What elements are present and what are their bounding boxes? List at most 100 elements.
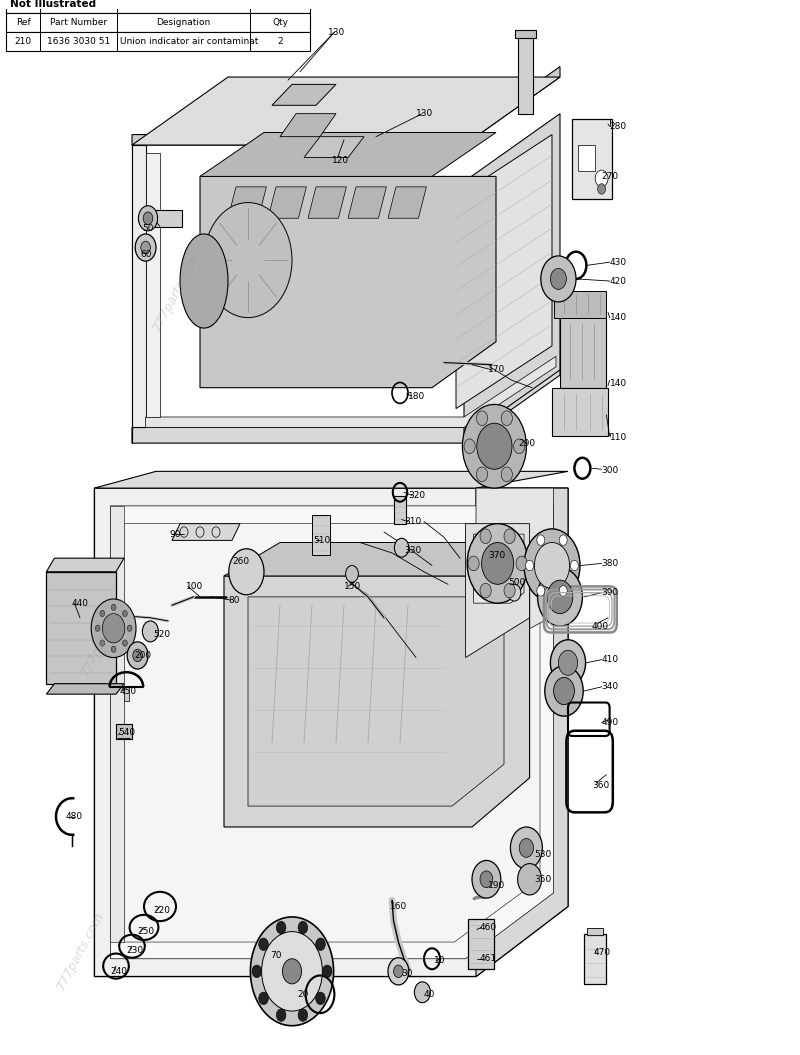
Bar xyxy=(587,928,603,935)
Bar xyxy=(6,0,310,14)
Polygon shape xyxy=(94,488,568,977)
Bar xyxy=(312,515,330,555)
Text: 420: 420 xyxy=(610,276,626,286)
Text: 160: 160 xyxy=(390,902,408,910)
Text: 280: 280 xyxy=(610,121,626,131)
Polygon shape xyxy=(132,145,146,443)
Circle shape xyxy=(467,523,528,603)
Polygon shape xyxy=(466,523,530,657)
Text: 430: 430 xyxy=(610,257,626,267)
Circle shape xyxy=(534,542,570,589)
Bar xyxy=(480,553,512,579)
Circle shape xyxy=(477,410,488,425)
Circle shape xyxy=(545,666,583,716)
Circle shape xyxy=(537,535,545,545)
Circle shape xyxy=(298,1009,308,1021)
Text: 470: 470 xyxy=(594,948,610,957)
Polygon shape xyxy=(148,210,182,227)
Ellipse shape xyxy=(180,234,228,328)
Text: 140: 140 xyxy=(610,313,626,322)
Polygon shape xyxy=(46,572,116,684)
Circle shape xyxy=(262,932,322,1011)
Text: 230: 230 xyxy=(126,946,143,955)
Polygon shape xyxy=(146,357,556,427)
Circle shape xyxy=(95,626,100,631)
Circle shape xyxy=(258,938,268,951)
Polygon shape xyxy=(132,77,560,145)
Circle shape xyxy=(138,206,158,231)
Text: Part Number: Part Number xyxy=(50,18,107,27)
Circle shape xyxy=(100,611,105,616)
Bar xyxy=(468,919,494,970)
Text: 400: 400 xyxy=(592,621,609,631)
Circle shape xyxy=(143,212,153,225)
Circle shape xyxy=(133,649,142,661)
Circle shape xyxy=(111,605,116,611)
Text: 2: 2 xyxy=(278,37,283,46)
Polygon shape xyxy=(509,565,518,587)
Polygon shape xyxy=(476,488,568,977)
Text: 90: 90 xyxy=(170,530,181,539)
Text: 370: 370 xyxy=(488,551,506,559)
Circle shape xyxy=(537,586,545,596)
Bar xyxy=(578,145,595,171)
Polygon shape xyxy=(280,114,336,137)
Text: 777parts.com: 777parts.com xyxy=(78,595,130,678)
Circle shape xyxy=(316,992,326,1004)
Circle shape xyxy=(100,640,105,646)
Circle shape xyxy=(501,410,512,425)
Circle shape xyxy=(394,538,409,557)
Circle shape xyxy=(122,611,127,616)
Text: 220: 220 xyxy=(154,906,170,915)
Text: 480: 480 xyxy=(66,812,82,821)
Text: 460: 460 xyxy=(480,923,497,932)
Text: 180: 180 xyxy=(408,391,426,401)
Text: 500: 500 xyxy=(508,578,526,587)
Circle shape xyxy=(477,423,512,469)
Circle shape xyxy=(504,583,515,598)
Circle shape xyxy=(250,917,334,1025)
Text: 520: 520 xyxy=(154,630,170,639)
Text: 310: 310 xyxy=(404,517,422,526)
Circle shape xyxy=(276,921,286,934)
Circle shape xyxy=(518,864,542,895)
Text: 390: 390 xyxy=(602,589,619,597)
Text: 350: 350 xyxy=(534,875,552,884)
Circle shape xyxy=(524,529,580,602)
Polygon shape xyxy=(46,684,124,694)
Text: 30: 30 xyxy=(402,968,413,978)
Polygon shape xyxy=(552,387,608,436)
Text: 130: 130 xyxy=(328,27,346,37)
Text: 170: 170 xyxy=(488,365,506,375)
Text: 150: 150 xyxy=(344,582,362,591)
Circle shape xyxy=(514,439,525,454)
Circle shape xyxy=(204,203,292,318)
Circle shape xyxy=(127,641,148,669)
Bar xyxy=(124,687,129,702)
Circle shape xyxy=(595,170,608,187)
Circle shape xyxy=(282,959,302,984)
Polygon shape xyxy=(308,187,346,218)
Circle shape xyxy=(414,982,430,1002)
Circle shape xyxy=(510,827,542,869)
Polygon shape xyxy=(228,187,266,218)
Circle shape xyxy=(558,650,578,675)
Circle shape xyxy=(127,626,132,631)
Text: 210: 210 xyxy=(14,37,32,46)
Polygon shape xyxy=(146,153,160,417)
Circle shape xyxy=(547,580,573,614)
Circle shape xyxy=(322,965,332,978)
Polygon shape xyxy=(464,114,560,438)
Polygon shape xyxy=(94,472,568,488)
Circle shape xyxy=(472,861,501,898)
Circle shape xyxy=(111,646,116,652)
Circle shape xyxy=(504,529,515,543)
Polygon shape xyxy=(132,360,560,443)
Polygon shape xyxy=(196,261,216,302)
Polygon shape xyxy=(272,84,336,106)
Text: 130: 130 xyxy=(416,109,434,118)
Circle shape xyxy=(559,586,567,596)
Polygon shape xyxy=(560,314,606,387)
Bar xyxy=(515,30,536,38)
Text: 320: 320 xyxy=(408,491,425,500)
